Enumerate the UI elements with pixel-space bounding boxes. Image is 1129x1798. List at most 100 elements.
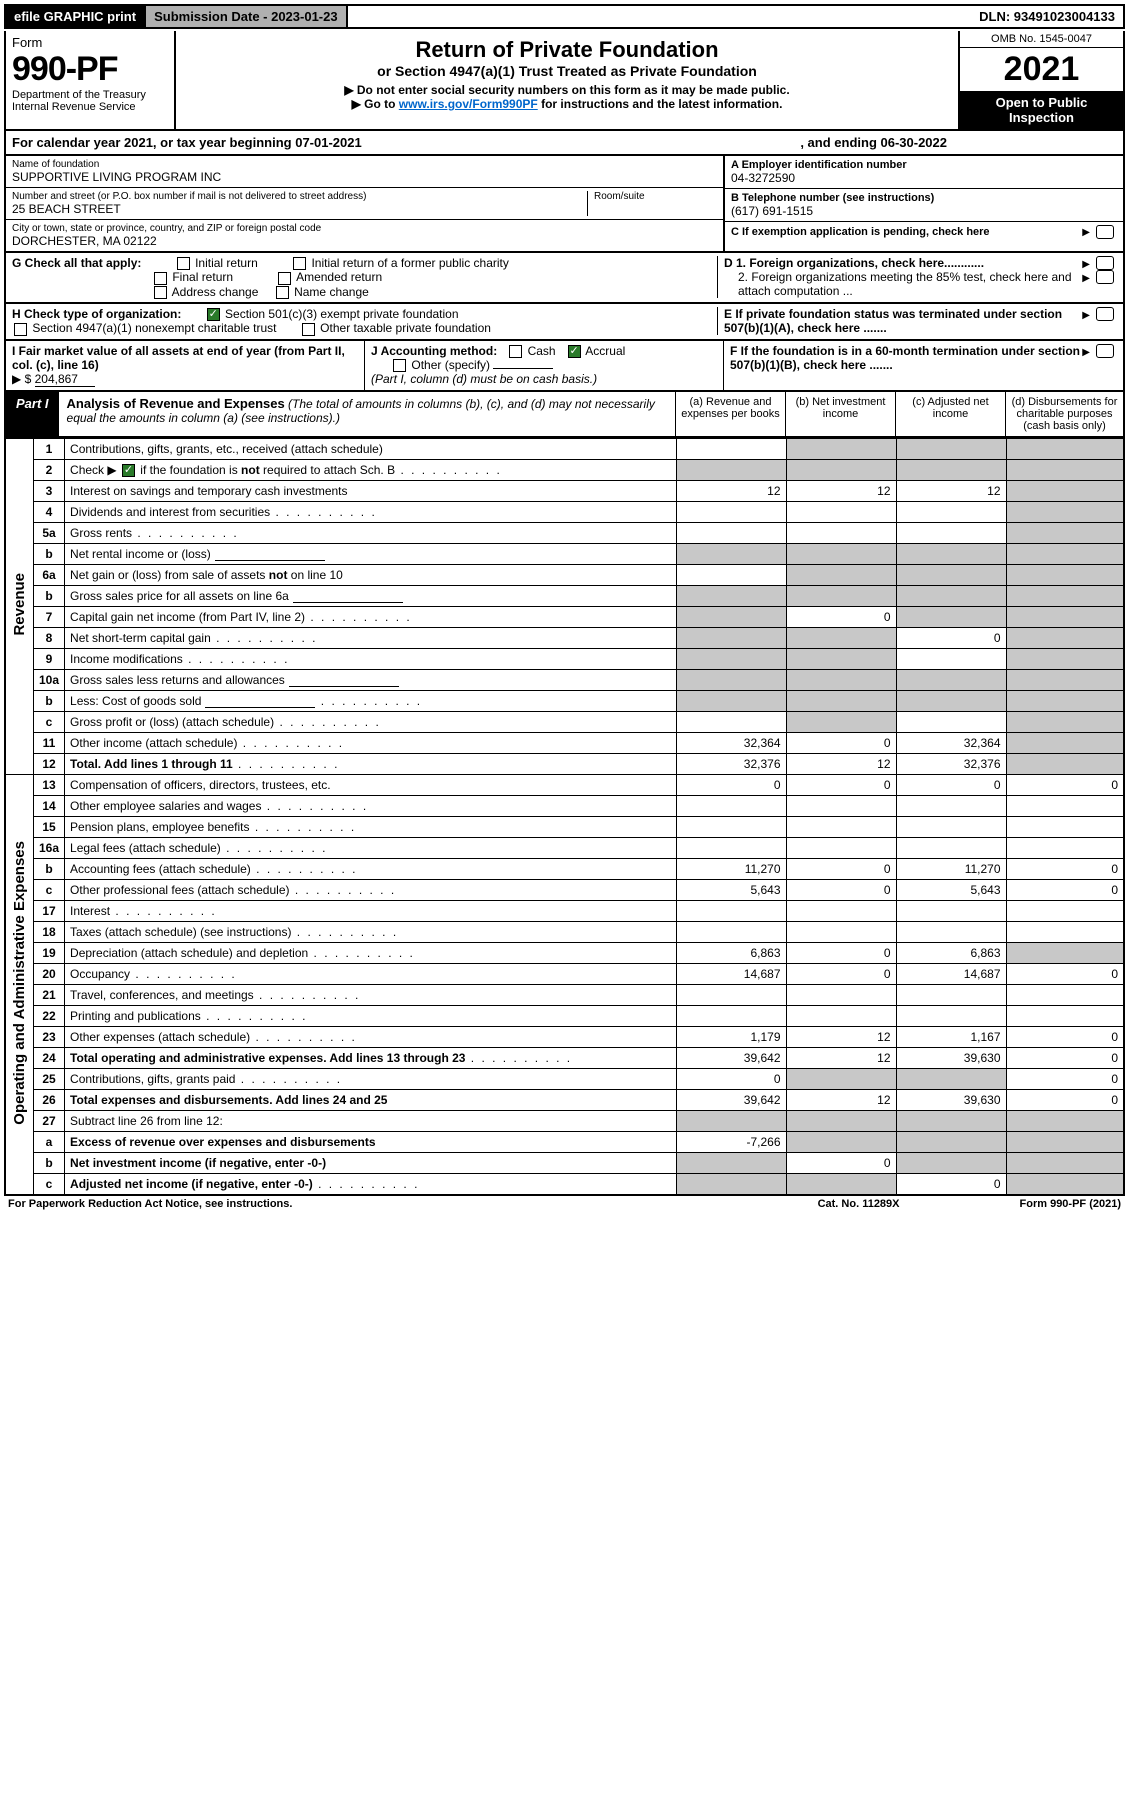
row-desc: Capital gain net income (from Part IV, l… xyxy=(65,606,676,627)
arrow-icon xyxy=(1082,226,1093,238)
instructions-link[interactable]: www.irs.gov/Form990PF xyxy=(399,97,538,111)
4947-checkbox[interactable] xyxy=(14,323,27,336)
form-title: Return of Private Foundation xyxy=(184,37,950,63)
value-cell xyxy=(1006,1131,1124,1152)
e-label: E If private foundation status was termi… xyxy=(724,307,1062,335)
value-cell xyxy=(1006,711,1124,732)
table-row: 14Other employee salaries and wages xyxy=(5,795,1124,816)
table-row: 24Total operating and administrative exp… xyxy=(5,1047,1124,1068)
value-cell xyxy=(1006,690,1124,711)
form-number: 990-PF xyxy=(12,50,168,89)
g2-label: Initial return of a former public charit… xyxy=(311,256,508,270)
row-desc: Contributions, gifts, grants, etc., rece… xyxy=(65,438,676,459)
row-number: 11 xyxy=(34,732,65,753)
ein-value: 04-3272590 xyxy=(731,171,1117,185)
value-cell: 0 xyxy=(1006,1089,1124,1110)
name-label: Name of foundation xyxy=(12,159,717,170)
value-cell xyxy=(1006,606,1124,627)
value-cell xyxy=(676,984,786,1005)
col-b-head: (b) Net investment income xyxy=(785,392,895,436)
value-cell xyxy=(896,711,1006,732)
f-label: F If the foundation is in a 60-month ter… xyxy=(730,344,1080,372)
schb-checkbox[interactable] xyxy=(122,464,135,477)
value-cell xyxy=(896,522,1006,543)
row-number: 2 xyxy=(34,459,65,480)
table-row: 9Income modifications xyxy=(5,648,1124,669)
other-taxable-checkbox[interactable] xyxy=(302,323,315,336)
value-cell xyxy=(786,585,896,606)
final-return-checkbox[interactable] xyxy=(154,272,167,285)
value-cell xyxy=(786,543,896,564)
value-cell xyxy=(896,459,1006,480)
value-cell: 39,630 xyxy=(896,1089,1006,1110)
row-desc: Net investment income (if negative, ente… xyxy=(65,1152,676,1173)
row-number: 1 xyxy=(34,438,65,459)
amended-return-checkbox[interactable] xyxy=(278,272,291,285)
row-number: 3 xyxy=(34,480,65,501)
row-number: 22 xyxy=(34,1005,65,1026)
value-cell xyxy=(786,438,896,459)
value-cell: 5,643 xyxy=(896,879,1006,900)
d1-checkbox[interactable] xyxy=(1096,256,1114,270)
value-cell xyxy=(786,837,896,858)
row-desc: Interest on savings and temporary cash i… xyxy=(65,480,676,501)
value-cell: 0 xyxy=(786,1152,896,1173)
table-row: 25Contributions, gifts, grants paid00 xyxy=(5,1068,1124,1089)
row-number: 14 xyxy=(34,795,65,816)
value-cell: 0 xyxy=(1006,879,1124,900)
part1-tab: Part I xyxy=(6,392,59,436)
i-arrow: ▶ $ xyxy=(12,372,31,386)
table-row: 12Total. Add lines 1 through 1132,376123… xyxy=(5,753,1124,774)
value-cell xyxy=(676,543,786,564)
page-footer: For Paperwork Reduction Act Notice, see … xyxy=(4,1198,1125,1210)
arrow-icon xyxy=(1082,307,1093,335)
value-cell xyxy=(676,795,786,816)
value-cell xyxy=(1006,648,1124,669)
value-cell: 32,376 xyxy=(676,753,786,774)
d2-checkbox[interactable] xyxy=(1096,270,1114,284)
value-cell xyxy=(1006,1173,1124,1195)
501c3-checkbox[interactable] xyxy=(207,308,220,321)
identity-block: Name of foundation SUPPORTIVE LIVING PRO… xyxy=(4,156,1125,253)
j-cash-label: Cash xyxy=(528,344,556,358)
value-cell xyxy=(896,564,1006,585)
f-checkbox[interactable] xyxy=(1096,344,1114,358)
accrual-checkbox[interactable] xyxy=(568,345,581,358)
row-desc: Subtract line 26 from line 12: xyxy=(65,1110,676,1131)
e-checkbox[interactable] xyxy=(1096,307,1114,321)
table-row: 17Interest xyxy=(5,900,1124,921)
table-row: cAdjusted net income (if negative, enter… xyxy=(5,1173,1124,1195)
value-cell xyxy=(786,711,896,732)
name-change-checkbox[interactable] xyxy=(276,286,289,299)
value-cell: 12 xyxy=(786,1047,896,1068)
value-cell: 39,642 xyxy=(676,1047,786,1068)
value-cell: 11,270 xyxy=(676,858,786,879)
exemption-checkbox[interactable] xyxy=(1096,225,1114,239)
note-link-row: ▶ Go to www.irs.gov/Form990PF for instru… xyxy=(184,97,950,111)
calendar-year-row: For calendar year 2021, or tax year begi… xyxy=(4,131,1125,156)
table-row: 10aGross sales less returns and allowanc… xyxy=(5,669,1124,690)
row-desc: Net gain or (loss) from sale of assets n… xyxy=(65,564,676,585)
note-post: for instructions and the latest informat… xyxy=(541,97,782,111)
cal-begin: For calendar year 2021, or tax year begi… xyxy=(12,135,362,150)
table-row: bNet investment income (if negative, ent… xyxy=(5,1152,1124,1173)
row-desc: Taxes (attach schedule) (see instruction… xyxy=(65,921,676,942)
paperwork-notice: For Paperwork Reduction Act Notice, see … xyxy=(8,1198,292,1210)
value-cell xyxy=(1006,501,1124,522)
phone-value: (617) 691-1515 xyxy=(731,204,1117,218)
value-cell xyxy=(786,795,896,816)
addr-label: Number and street (or P.O. box number if… xyxy=(12,191,587,202)
row-number: c xyxy=(34,1173,65,1195)
table-row: 27Subtract line 26 from line 12: xyxy=(5,1110,1124,1131)
value-cell xyxy=(896,837,1006,858)
value-cell: 32,376 xyxy=(896,753,1006,774)
value-cell xyxy=(896,1152,1006,1173)
cash-checkbox[interactable] xyxy=(509,345,522,358)
initial-return-checkbox[interactable] xyxy=(177,257,190,270)
col-a-head: (a) Revenue and expenses per books xyxy=(675,392,785,436)
other-checkbox[interactable] xyxy=(393,359,406,372)
d1-label: D 1. Foreign organizations, check here..… xyxy=(724,256,984,270)
value-cell xyxy=(896,438,1006,459)
address-change-checkbox[interactable] xyxy=(154,286,167,299)
initial-former-checkbox[interactable] xyxy=(293,257,306,270)
